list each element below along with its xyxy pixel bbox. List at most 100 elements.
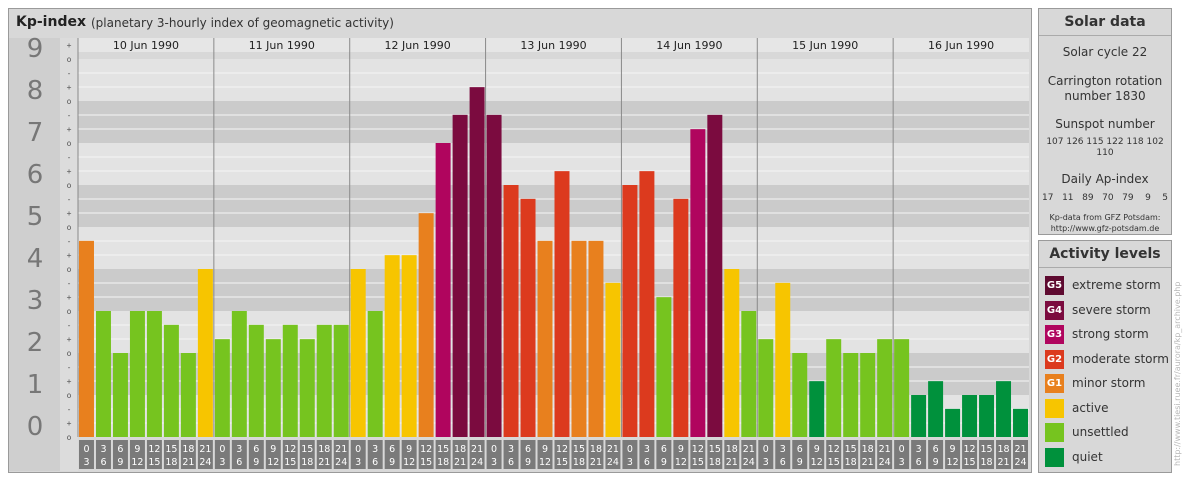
y-tick-label: 1 (27, 370, 44, 400)
time-slot-end: 21 (997, 457, 1009, 468)
time-slot-start: 12 (692, 444, 704, 455)
time-slot-end: 9 (797, 457, 803, 468)
time-slot-box (673, 440, 689, 469)
y-axis-column (9, 38, 60, 471)
kp-bar (79, 240, 94, 437)
time-slot-end: 12 (403, 457, 415, 468)
sub-mark: + (67, 251, 72, 260)
kp-band (78, 101, 1029, 143)
sub-mark: - (67, 237, 72, 246)
time-slot-box (826, 440, 842, 469)
sub-mark: o (67, 55, 72, 64)
time-slot-end: 12 (811, 457, 823, 468)
time-slot-end: 3 (899, 457, 905, 468)
time-slot-start: 9 (678, 444, 684, 455)
source-watermark: http://www.tiesi.ruee.fr/aurora/kp_archi… (1173, 281, 1182, 466)
time-slot-end: 6 (780, 457, 786, 468)
kp-bar (95, 311, 111, 437)
time-slot-end: 6 (508, 457, 514, 468)
time-slot-start: 15 (437, 444, 449, 455)
kp-bar (605, 282, 621, 437)
legend-swatch (1045, 423, 1064, 442)
time-slot-box (401, 440, 417, 469)
kp-bar (384, 255, 400, 437)
time-slot-end: 24 (607, 457, 619, 468)
chart-title: Kp-index (16, 14, 86, 30)
time-slot-end: 12 (539, 457, 551, 468)
time-slot-box (197, 440, 213, 469)
time-slot-end: 12 (131, 457, 143, 468)
day-label: 14 Jun 1990 (656, 39, 722, 52)
time-slot-start: 12 (284, 444, 296, 455)
source-link[interactable]: http://www.gfz-potsdam.de (1050, 224, 1160, 233)
time-slot-start: 12 (148, 444, 160, 455)
time-slot-start: 18 (590, 444, 602, 455)
legend-label: quiet (1072, 449, 1103, 464)
time-slot-start: 15 (845, 444, 857, 455)
time-slot-end: 21 (590, 457, 602, 468)
time-slot-end: 9 (253, 457, 259, 468)
y-tick-label: 5 (27, 202, 44, 232)
time-slot-box (503, 440, 519, 469)
sub-mark: o (67, 307, 72, 316)
time-slot-box (316, 440, 332, 469)
sub-mark: - (67, 111, 72, 120)
kp-bar (860, 353, 876, 437)
kp-bar (265, 339, 281, 437)
kp-band (78, 227, 1029, 269)
time-slot-box (962, 440, 978, 469)
y-tick-label: 2 (27, 328, 44, 358)
time-slot-end: 3 (355, 457, 361, 468)
sunspot-values: 107 126 115 122 118 102 110 (1046, 137, 1164, 158)
kp-bar (231, 311, 247, 437)
time-slot-end: 18 (980, 457, 992, 468)
kp-bar (418, 213, 434, 437)
y-tick-label: 0 (27, 412, 44, 442)
time-slot-start: 21 (1014, 444, 1026, 455)
kp-bar (197, 269, 213, 437)
time-slot-box (588, 440, 604, 469)
time-slot-end: 6 (644, 457, 650, 468)
kp-bar (214, 339, 230, 437)
day-label: 16 Jun 1990 (928, 39, 994, 52)
sub-mark: + (67, 377, 72, 386)
sub-mark: - (67, 279, 72, 288)
kp-bar (707, 114, 723, 438)
sub-mark: + (67, 209, 72, 218)
kp-bar (1013, 408, 1028, 437)
time-slot-end: 3 (763, 457, 769, 468)
y-tick-label: 9 (27, 34, 44, 64)
time-slot-box (622, 440, 638, 469)
time-slot-end: 9 (525, 457, 531, 468)
activity-levels-heading: Activity levels (1039, 241, 1171, 268)
sub-mark-column (60, 38, 78, 471)
time-slot-end: 21 (318, 457, 330, 468)
legend-label: active (1072, 400, 1109, 415)
time-slot-start: 3 (508, 444, 514, 455)
time-slot-start: 6 (253, 444, 259, 455)
kp-bar (843, 353, 859, 437)
time-slot-start: 3 (780, 444, 786, 455)
time-slot-box (877, 440, 893, 469)
time-slot-end: 6 (372, 457, 378, 468)
legend-swatch: G1 (1045, 374, 1064, 393)
kp-bar (435, 143, 451, 437)
time-slot-box (741, 440, 757, 469)
sub-mark: + (67, 293, 72, 302)
sub-mark: + (67, 335, 72, 344)
time-slot-start: 18 (182, 444, 194, 455)
time-slot-start: 18 (997, 444, 1009, 455)
kp-bar (503, 185, 519, 437)
time-slot-box (996, 440, 1012, 469)
day-label: 11 Jun 1990 (249, 39, 315, 52)
time-slot-box (792, 440, 808, 469)
time-slot-start: 21 (879, 444, 891, 455)
kp-bar (520, 198, 536, 437)
time-slot-end: 3 (219, 457, 225, 468)
time-slot-box (894, 440, 910, 469)
time-slot-start: 0 (763, 444, 769, 455)
time-slot-box (95, 440, 111, 469)
time-slot-box (639, 440, 655, 469)
time-slot-box (809, 440, 825, 469)
sunspot-heading: Sunspot number (1055, 117, 1155, 131)
